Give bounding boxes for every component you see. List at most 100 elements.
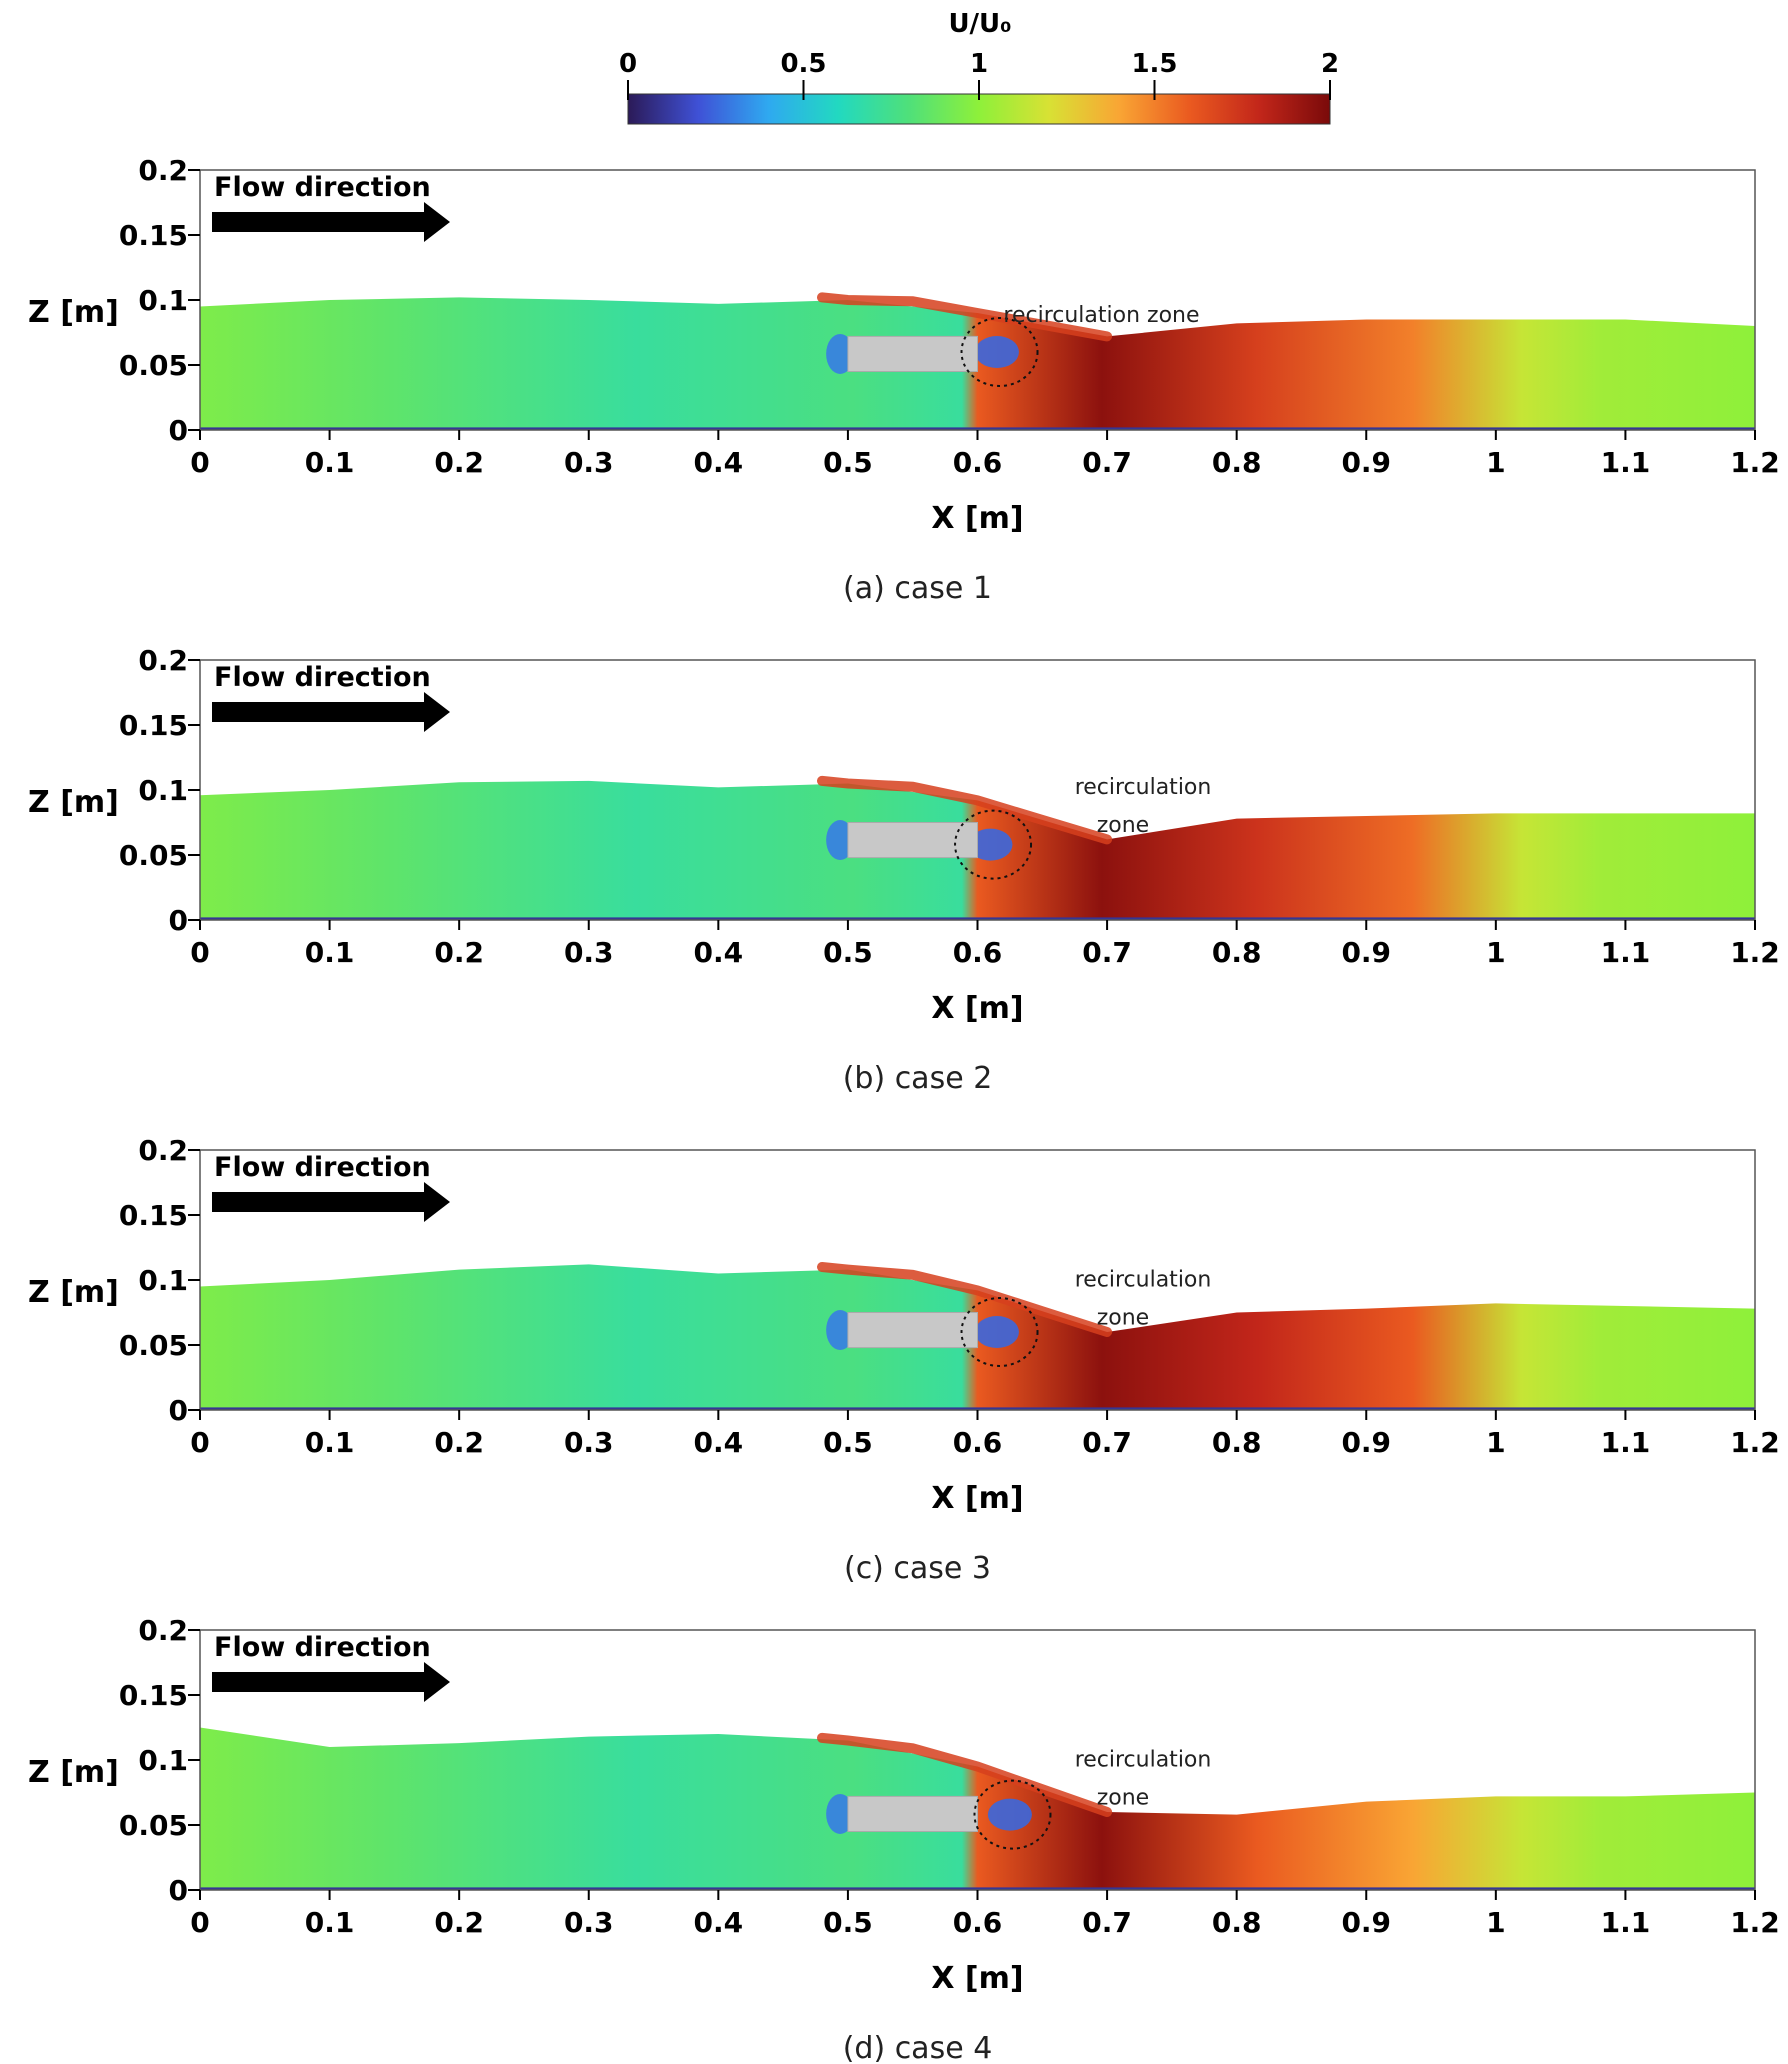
y-tick-label: 0: [169, 1874, 188, 1907]
y-tick-label: 0.1: [138, 774, 188, 807]
x-tick-label: 0.6: [953, 1426, 1003, 1459]
x-tick-label: 0.5: [823, 446, 873, 479]
y-tick-label: 0: [169, 1394, 188, 1427]
bed-boundary-layer: [200, 1407, 1755, 1410]
x-tick-label: 1.1: [1601, 1426, 1651, 1459]
x-tick-label: 1.2: [1730, 446, 1780, 479]
recirculation-label: zone: [1097, 813, 1150, 838]
colorbar-tick-label: 0: [619, 49, 637, 79]
stagnation-zone: [826, 333, 855, 374]
x-tick-label: 0.1: [305, 1906, 355, 1939]
surface-shear-layer: [817, 292, 1113, 342]
panel-caption: (a) case 1: [843, 571, 992, 606]
flow-direction-arrow: [212, 1662, 450, 1702]
y-tick-label: 0.2: [138, 1614, 188, 1647]
x-tick-label: 0.1: [305, 936, 355, 969]
x-tick-label: 0.5: [823, 936, 873, 969]
y-tick-label: 0.15: [119, 1679, 188, 1712]
surface-shear-layer: [817, 1732, 1113, 1817]
y-tick-label: 0.1: [138, 1264, 188, 1297]
recirculation-label: recirculation: [1075, 1268, 1212, 1293]
obstacle-plate: [847, 1795, 979, 1833]
x-tick-label: 0.8: [1212, 446, 1262, 479]
recirculation-label: recirculation: [1075, 775, 1212, 800]
panel-caption: (d) case 4: [843, 2031, 993, 2064]
flow-direction-arrow: [212, 692, 450, 732]
x-tick-label: 0.1: [305, 1426, 355, 1459]
x-tick-label: 0: [190, 1906, 209, 1939]
y-tick-label: 0.2: [138, 154, 188, 187]
x-tick-label: 1: [1486, 446, 1505, 479]
x-tick-label: 1: [1486, 936, 1505, 969]
x-tick-label: 0.9: [1341, 1906, 1391, 1939]
x-tick-label: 0.2: [434, 1426, 484, 1459]
flow-direction-arrow: [212, 202, 450, 242]
colorbar-title: U/U₀: [948, 9, 1011, 39]
x-tick-label: 0.2: [434, 446, 484, 479]
y-tick-label: 0.05: [119, 839, 188, 872]
panel-caption: (b) case 2: [843, 1061, 993, 1096]
x-tick-label: 0.4: [694, 1426, 744, 1459]
colorbar-tick-label: 1: [970, 49, 988, 79]
recirculation-label: recirculation zone: [1003, 303, 1199, 328]
y-tick-label: 0.1: [138, 1744, 188, 1777]
panel-caption: (c) case 3: [844, 1551, 991, 1586]
x-tick-label: 0.2: [434, 1906, 484, 1939]
x-axis-title: X [m]: [931, 991, 1023, 1026]
x-tick-label: 0.6: [953, 446, 1003, 479]
flow-direction-label: Flow direction: [214, 1152, 431, 1183]
x-tick-label: 0.6: [953, 1906, 1003, 1939]
x-tick-label: 0.7: [1082, 936, 1132, 969]
x-tick-label: 0.8: [1212, 1906, 1262, 1939]
x-tick-label: 0.3: [564, 1906, 614, 1939]
stagnation-zone: [826, 1310, 855, 1351]
x-tick-label: 0.4: [694, 446, 744, 479]
stagnation-zone: [826, 820, 855, 861]
obstacle-plate: [847, 822, 979, 859]
x-tick-label: 1.1: [1601, 936, 1651, 969]
bed-boundary-layer: [200, 427, 1755, 430]
y-tick-label: 0.15: [119, 709, 188, 742]
x-tick-label: 0.3: [564, 1426, 614, 1459]
recirculation-core: [968, 828, 1013, 861]
x-axis-title: X [m]: [931, 501, 1023, 536]
flow-direction-label: Flow direction: [214, 1632, 431, 1663]
x-tick-label: 0.8: [1212, 1426, 1262, 1459]
x-tick-label: 1.2: [1730, 1426, 1780, 1459]
flow-direction-arrow: [212, 1182, 450, 1222]
x-tick-label: 1: [1486, 1906, 1505, 1939]
x-tick-label: 0.6: [953, 936, 1003, 969]
x-tick-label: 0.7: [1082, 446, 1132, 479]
panel-3: 0 0.1 0.2 0.3 0.4 0.5 0.6 0.7 0.8 0.9 1 1.1 1.2 0 0.05…: [28, 1134, 1780, 1586]
x-tick-label: 0.4: [694, 936, 744, 969]
recirculation-marker: [954, 809, 1033, 880]
recirculation-label: recirculation: [1075, 1748, 1212, 1773]
x-tick-label: 0: [190, 1426, 209, 1459]
y-tick-label: 0.2: [138, 644, 188, 677]
y-tick-label: 0.1: [138, 284, 188, 317]
y-tick-label: 0.2: [138, 1134, 188, 1167]
obstacle-plate: [847, 1312, 979, 1349]
x-tick-label: 0.8: [1212, 936, 1262, 969]
recirculation-label: zone: [1097, 1306, 1150, 1331]
flow-direction-label: Flow direction: [214, 662, 431, 693]
x-tick-label: 1.1: [1601, 446, 1651, 479]
x-tick-label: 1.1: [1601, 1906, 1651, 1939]
x-tick-label: 1.2: [1730, 1906, 1780, 1939]
y-tick-label: 0.05: [119, 349, 188, 382]
y-axis-title: Z [m]: [28, 295, 119, 330]
y-axis-title: Z [m]: [28, 785, 119, 820]
y-tick-label: 0.05: [119, 1329, 188, 1362]
x-tick-label: 0.3: [564, 936, 614, 969]
recirculation-marker: [960, 317, 1039, 387]
colorbar: U/U₀ 0 0.5 1 1.5 2: [619, 9, 1339, 125]
x-axis-title: X [m]: [931, 1961, 1023, 1996]
x-tick-label: 0: [190, 446, 209, 479]
flow-direction-label: Flow direction: [214, 172, 431, 203]
bed-boundary-layer: [200, 1887, 1755, 1890]
y-axis-title: Z [m]: [28, 1275, 119, 1310]
x-tick-label: 0.9: [1341, 446, 1391, 479]
stagnation-zone: [826, 1793, 855, 1834]
panel-1: 0 0.1 0.2 0.3 0.4 0.5 0.6 0.7 0.8 0.9 1 1.1 1.2 0 0.05…: [28, 154, 1780, 606]
